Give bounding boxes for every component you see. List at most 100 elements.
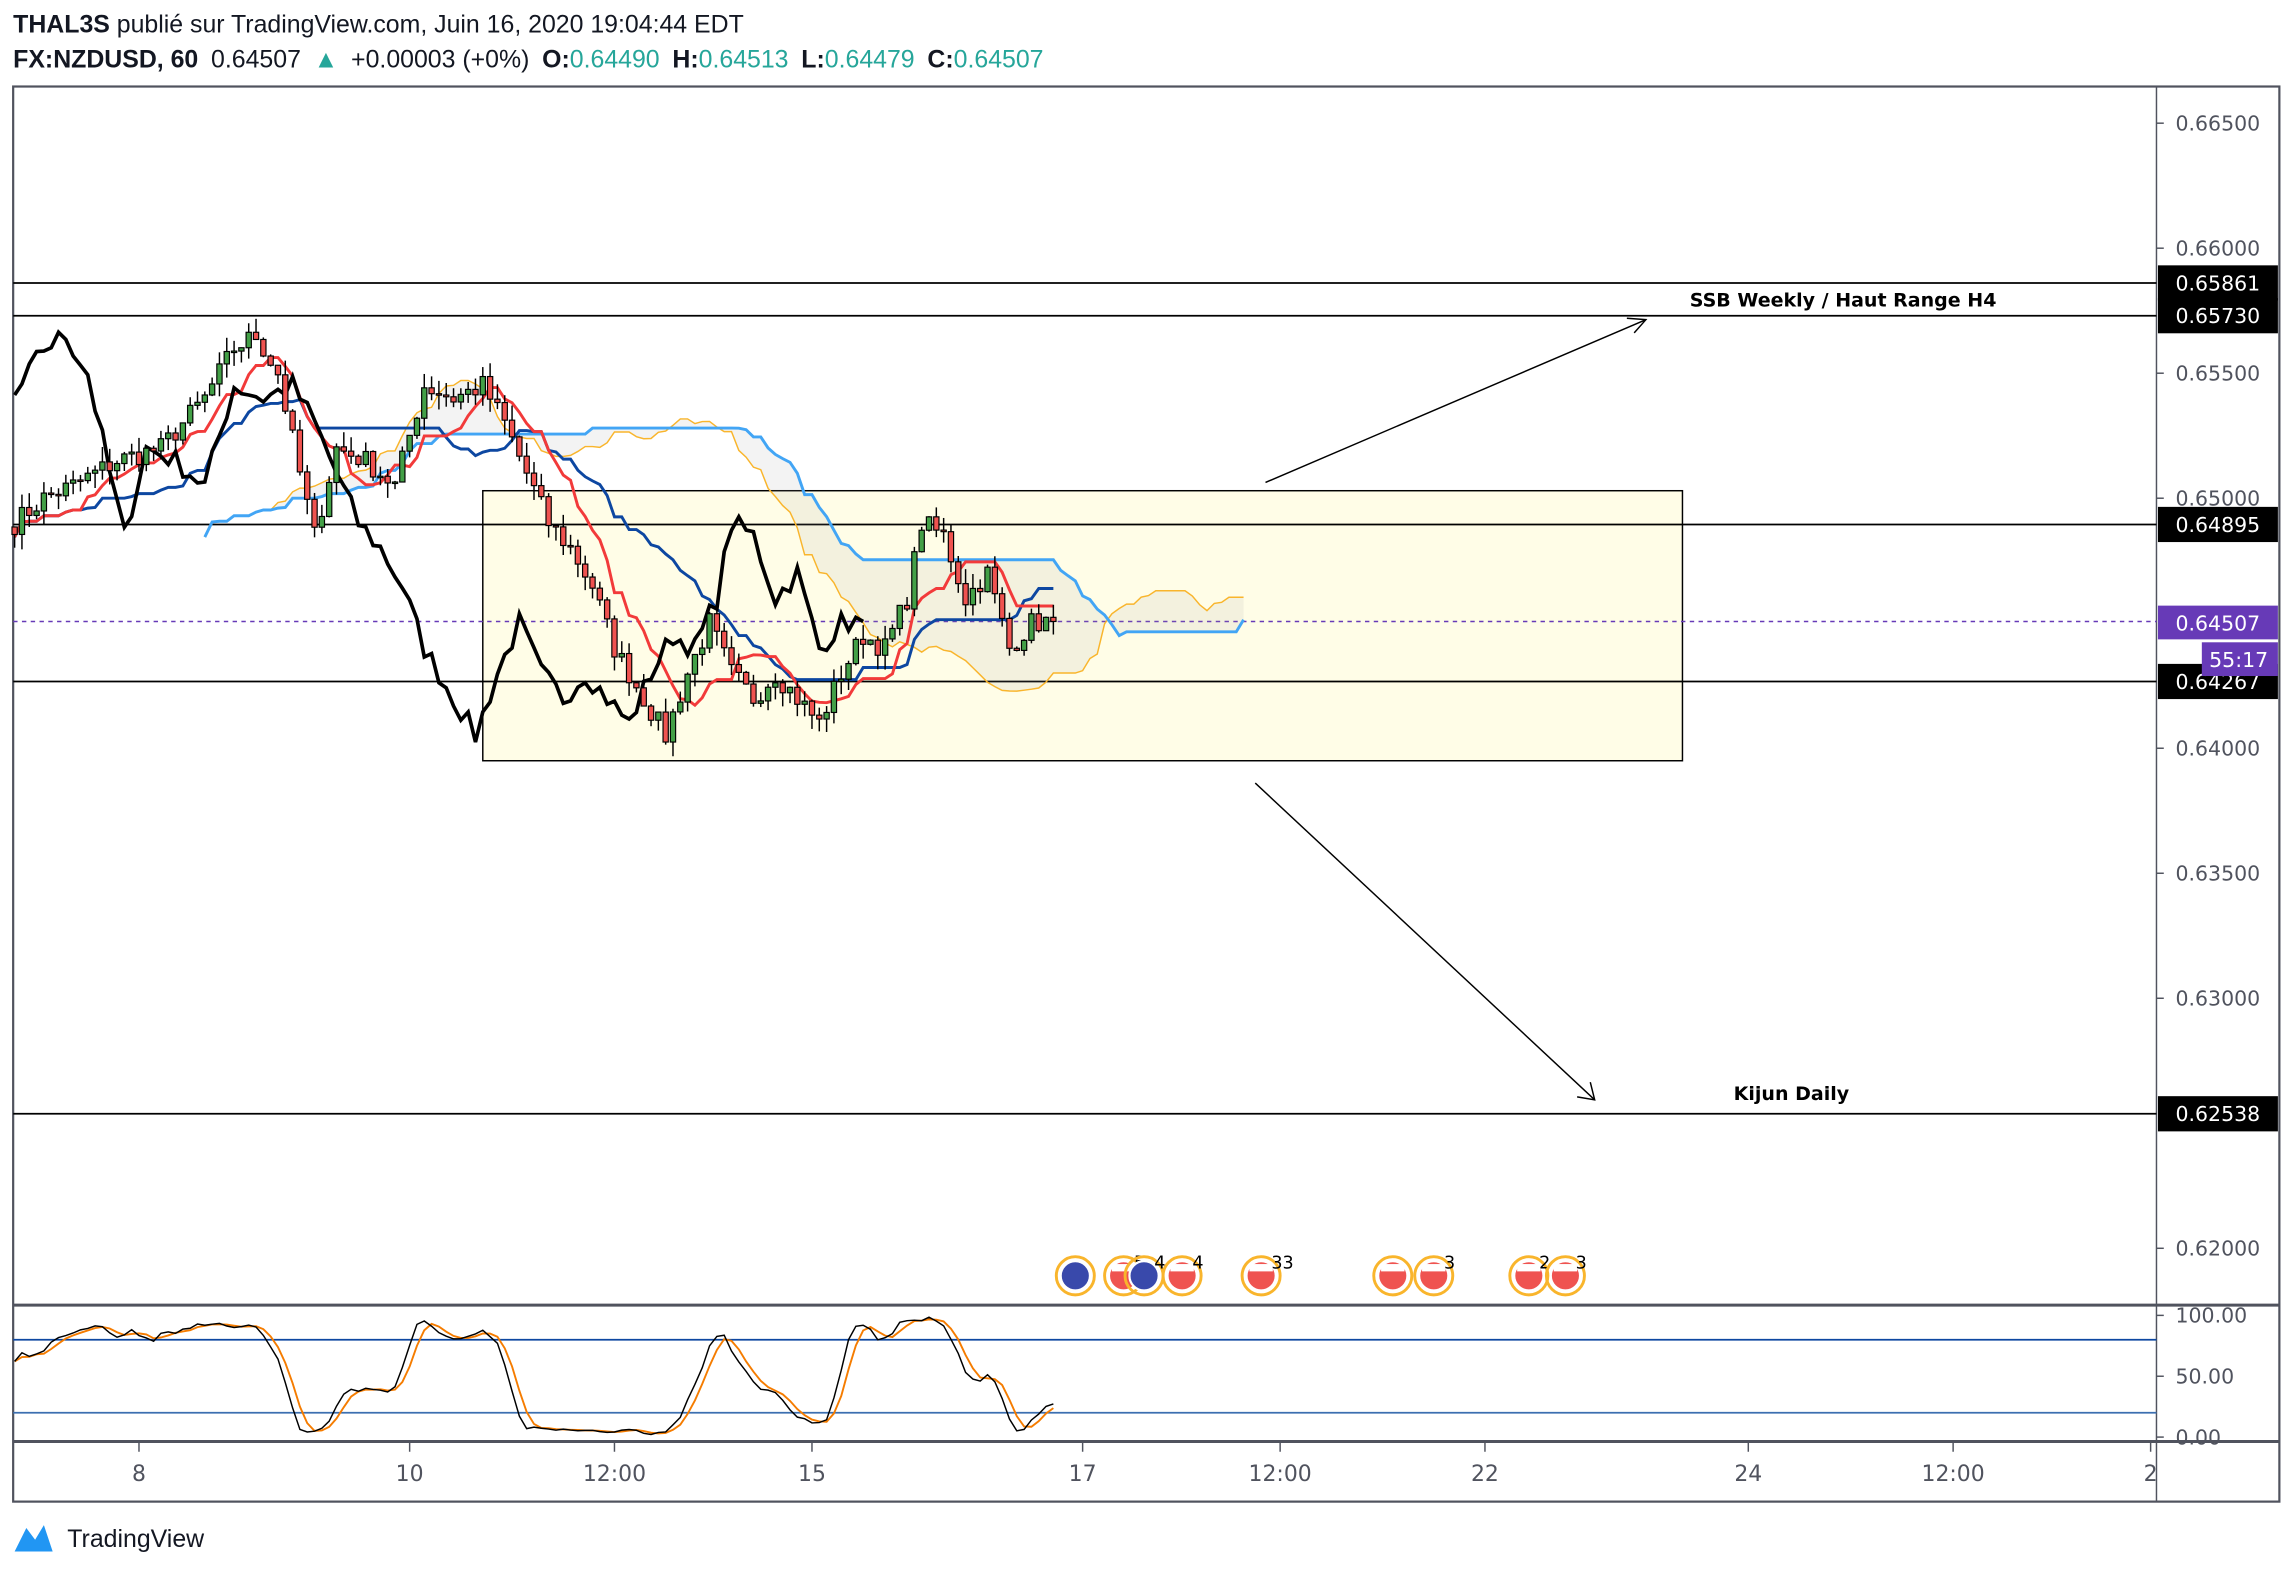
candle-up [40, 492, 48, 512]
tenkan-sen[interactable] [13, 356, 1054, 708]
candle-down [955, 561, 962, 585]
candle-up [830, 680, 838, 714]
event-us-icon[interactable]: 3 [1544, 1253, 1587, 1297]
candle-down [903, 604, 911, 610]
candle-down [347, 450, 355, 457]
countdown-tag [2201, 642, 2278, 677]
candle-down [508, 419, 516, 438]
candle-down [859, 638, 867, 645]
tradingview-logo[interactable]: TradingView [14, 1525, 206, 1553]
candle-down [779, 682, 786, 694]
event-us-icon[interactable]: 4 [1161, 1253, 1204, 1297]
time-tick-label: 2 [2144, 1462, 2158, 1487]
candle-down [574, 545, 582, 565]
stoch-d-line[interactable] [14, 1318, 1054, 1435]
candle-up [889, 627, 896, 640]
candle-up [479, 375, 487, 396]
economic-events: 54433323 [1054, 1253, 1587, 1297]
level-tag [2157, 298, 2278, 334]
candle-down [267, 355, 274, 366]
candle-down [1035, 613, 1042, 632]
candle-down [494, 398, 501, 404]
annotation-ssb-weekly[interactable]: SSB Weekly / Haut Range H4 [1690, 289, 1997, 311]
candle-down [816, 714, 823, 720]
level-tag [2157, 506, 2278, 543]
stoch-k-line[interactable] [14, 1316, 1054, 1436]
candle-down [545, 496, 552, 527]
candle-down [962, 583, 969, 606]
senkou-span-a[interactable] [204, 379, 1244, 692]
candle-down [874, 639, 882, 656]
candle-up [669, 711, 677, 743]
candle-up [113, 462, 121, 472]
level-tag-label: 0.62538 [2175, 1102, 2260, 1126]
stochastic-pane [13, 1316, 2157, 1436]
candle-down [523, 455, 530, 474]
candle-up [194, 401, 201, 406]
up-arrow-icon: ▲ [314, 45, 339, 73]
ichimoku-cloud [204, 380, 1244, 692]
candle-down [369, 450, 377, 478]
time-tick-label: 22 [1471, 1462, 1499, 1487]
price-tick-label: 0.62000 [2175, 1237, 2260, 1261]
candle-down [442, 394, 450, 398]
event-us-icon[interactable] [1372, 1255, 1414, 1297]
trend-arrow-down[interactable] [1254, 782, 1596, 1101]
time-axis: 8 10 12:00 15 17 12:00 22 24 12:00 2 [132, 1441, 2158, 1487]
candle-down [486, 375, 494, 400]
tradingview-logo-icon [14, 1525, 53, 1552]
candle-up [216, 363, 223, 385]
candle-down [530, 472, 538, 487]
candle-down [428, 387, 435, 395]
range-box[interactable] [482, 489, 1684, 762]
candle-up [677, 701, 684, 713]
candle-up [984, 566, 991, 593]
candle-down [538, 485, 545, 498]
price-tick-label: 0.66500 [2175, 111, 2260, 135]
candle-down [808, 700, 816, 716]
candle-up [421, 387, 428, 419]
candle-up [157, 438, 165, 452]
candle-down [77, 479, 84, 483]
candle-down [633, 682, 640, 689]
last-price-tag: 0.64507 55:17 [2157, 605, 2278, 677]
time-tick-label: 24 [1734, 1462, 1762, 1487]
kumo-fill [204, 380, 1244, 692]
trend-arrow-up[interactable] [1265, 317, 1648, 484]
candle-up [84, 472, 91, 482]
annotation-kijun-daily[interactable]: Kijun Daily [1734, 1083, 1850, 1105]
horizontal-levels [13, 282, 2157, 1115]
candle-down [47, 492, 55, 496]
price-tick-label: 0.65000 [2175, 487, 2260, 511]
candle-up [925, 516, 933, 531]
candle-down [274, 364, 282, 376]
candle-up [208, 383, 216, 396]
candle-down [603, 599, 611, 620]
event-count: 3 [1576, 1253, 1587, 1273]
event-us-icon[interactable]: 33 [1240, 1253, 1294, 1297]
candle-down [991, 566, 999, 595]
candle-up [143, 447, 150, 466]
candle-up [918, 529, 925, 553]
event-us-icon[interactable]: 3 [1413, 1253, 1455, 1297]
candle-down [311, 498, 318, 528]
candle-up [245, 331, 252, 349]
candle-up [69, 479, 77, 484]
candle-up [186, 404, 194, 424]
publish-info: THAL3S publié sur TradingView.com, Juin … [13, 10, 744, 38]
candle-down [567, 544, 574, 548]
candle-up [896, 604, 903, 630]
event-count: 4 [1154, 1253, 1165, 1273]
chikou-span[interactable] [13, 329, 865, 743]
event-count: 3 [1444, 1253, 1455, 1273]
time-tick-label: 12:00 [1249, 1462, 1312, 1487]
event-nz-icon[interactable] [1054, 1255, 1096, 1297]
candle-down [640, 687, 647, 707]
candle-down [435, 393, 443, 396]
candle-up [238, 347, 245, 352]
osc-tick-label: 100.00 [2175, 1304, 2247, 1328]
candle-up [33, 510, 40, 517]
candle-down [1050, 616, 1057, 623]
price-tick-label: 0.63500 [2175, 862, 2260, 886]
